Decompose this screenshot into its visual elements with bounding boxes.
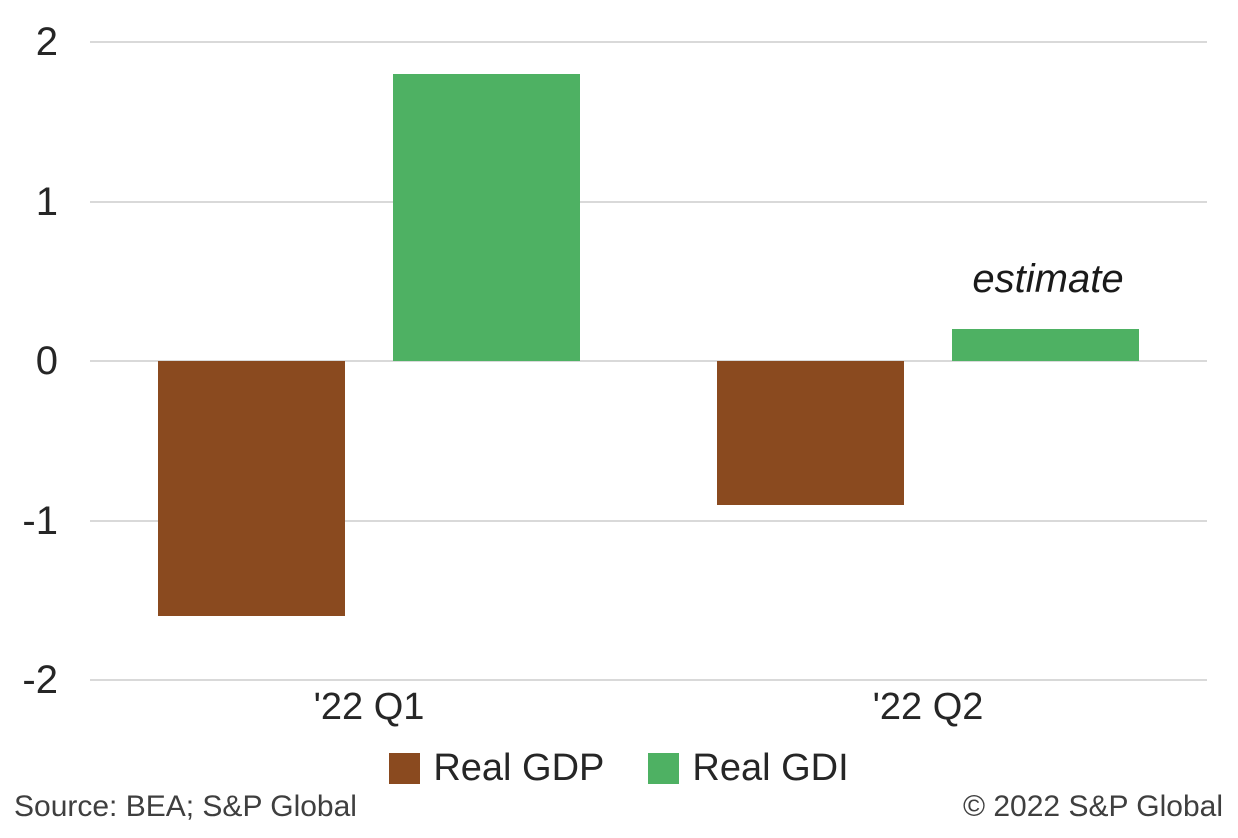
y-axis-tick-label: 2: [35, 20, 58, 64]
y-axis-tick-label: 0: [35, 339, 58, 383]
bar-real-gdi-22-q2: [952, 329, 1139, 361]
gridline: [90, 679, 1207, 681]
x-axis-labels: '22 Q1 '22 Q2: [90, 686, 1207, 732]
y-axis-tick-label: -2: [22, 658, 58, 702]
legend-swatch-real-gdi-icon: [648, 752, 680, 784]
copyright-text: © 2022 S&P Global: [962, 790, 1223, 823]
y-axis-tick-label: 1: [35, 179, 58, 224]
y-axis-tick-label: -1: [22, 498, 58, 543]
source-text: Source: BEA; S&P Global: [14, 790, 357, 823]
x-axis-label: '22 Q2: [872, 686, 984, 728]
x-axis-label: '22 Q1: [313, 686, 425, 728]
gridline: [90, 519, 1207, 522]
legend-item-real-gdi: Real GDI: [648, 747, 849, 789]
gridline: [90, 200, 1207, 203]
y-axis-labels: 2 1 0 -1 -2: [0, 20, 58, 702]
legend: Real GDP Real GDI: [0, 748, 1238, 788]
bar-real-gdp-22-q1: [158, 361, 345, 616]
plot-area: [90, 41, 1207, 681]
gridline: [90, 41, 1207, 43]
legend-swatch-real-gdp-icon: [389, 752, 421, 784]
estimate-annotation: estimate: [972, 257, 1124, 301]
bar-real-gdp-22-q2: [717, 361, 904, 505]
bar-real-gdi-22-q1: [393, 74, 580, 361]
legend-label-real-gdp: Real GDP: [433, 747, 605, 789]
gridline: [90, 360, 1207, 362]
legend-label-real-gdi: Real GDI: [692, 747, 849, 789]
legend-item-real-gdp: Real GDP: [389, 748, 604, 788]
